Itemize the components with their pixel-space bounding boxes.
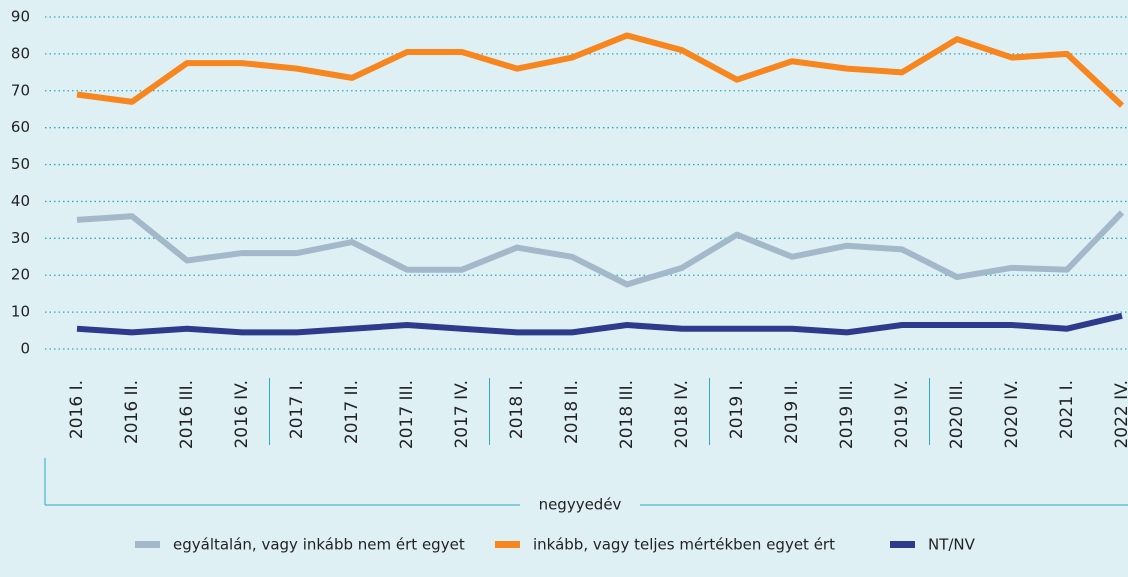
x-tick-label: 2018 I. [507, 380, 527, 439]
x-tick-label: 2017 I. [287, 380, 307, 439]
x-tick-label: 2017 II. [342, 380, 362, 444]
y-tick-label: 70 [11, 81, 30, 99]
x-tick-label: 2018 III. [617, 380, 637, 449]
x-tick-label: 2019 I. [727, 380, 747, 439]
legend-label: NT/NV [928, 536, 976, 554]
x-tick-label: 2019 II. [782, 380, 802, 444]
x-tick-label: 2020 III. [947, 380, 967, 449]
x-tick-label: 2016 I. [67, 380, 87, 439]
x-tick-label: 2018 IV. [672, 380, 692, 449]
y-tick-label: 30 [11, 229, 30, 247]
y-tick-label: 50 [11, 155, 30, 173]
x-tick-label: 2016 III. [177, 380, 197, 449]
legend-swatch [890, 541, 915, 548]
series-line [76, 210, 1125, 288]
y-tick-label: 80 [11, 44, 30, 62]
y-tick-label: 90 [11, 8, 30, 26]
x-tick-label: 2017 III. [397, 380, 417, 449]
x-tick-label: 2016 IV. [232, 380, 252, 449]
legend-label: egyáltalán, vagy inkább nem ért egyet [173, 536, 465, 554]
y-tick-label: 10 [11, 303, 30, 321]
legend-swatch [495, 541, 520, 548]
legend-swatch [135, 541, 160, 548]
x-tick-label: 2016 II. [122, 380, 142, 444]
series-line [76, 312, 1123, 336]
series-line [76, 32, 1125, 108]
y-tick-label: 20 [11, 266, 30, 284]
x-tick-label: 2019 IV. [892, 380, 912, 449]
y-tick-label: 60 [11, 118, 30, 136]
x-tick-label: 2019 III. [837, 380, 857, 449]
x-tick-label: 2017 IV. [452, 380, 472, 449]
x-tick-label: 2021 I. [1057, 380, 1077, 439]
x-axis-label: negyyedév [539, 496, 622, 514]
x-tick-label: 2018 II. [562, 380, 582, 444]
legend-label: inkább, vagy teljes mértékben egyet ért [533, 536, 835, 554]
y-tick-label: 0 [20, 340, 30, 358]
x-tick-label: 2022 IV. [1112, 380, 1128, 449]
y-tick-label: 40 [11, 192, 30, 210]
x-tick-label: 2020 IV. [1002, 380, 1022, 449]
